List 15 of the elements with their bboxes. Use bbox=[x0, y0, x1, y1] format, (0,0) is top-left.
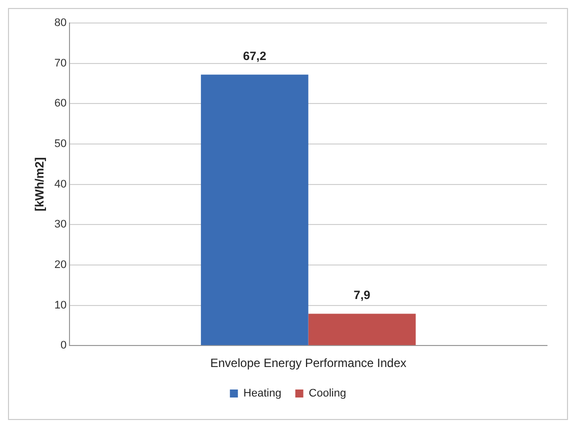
y-tick-label: 60 bbox=[54, 98, 67, 110]
y-tick-label: 50 bbox=[54, 138, 67, 150]
data-label: 67,2 bbox=[242, 48, 267, 63]
legend-label: Heating bbox=[243, 388, 282, 400]
y-tick-label: 0 bbox=[60, 340, 67, 352]
x-tick-label: Envelope Energy Performance Index bbox=[210, 356, 406, 370]
y-tick-label: 10 bbox=[54, 299, 67, 312]
y-tick-label: 80 bbox=[54, 17, 67, 30]
y-tick-label: 20 bbox=[54, 258, 67, 271]
y-axis-title: [kWh/m2] bbox=[32, 157, 47, 212]
y-tick-label: 70 bbox=[54, 57, 67, 70]
data-label: 7,9 bbox=[354, 288, 371, 302]
y-tick-label: 40 bbox=[54, 178, 67, 190]
y-tick-label: 30 bbox=[54, 218, 67, 231]
legend-label: Cooling bbox=[308, 388, 346, 400]
